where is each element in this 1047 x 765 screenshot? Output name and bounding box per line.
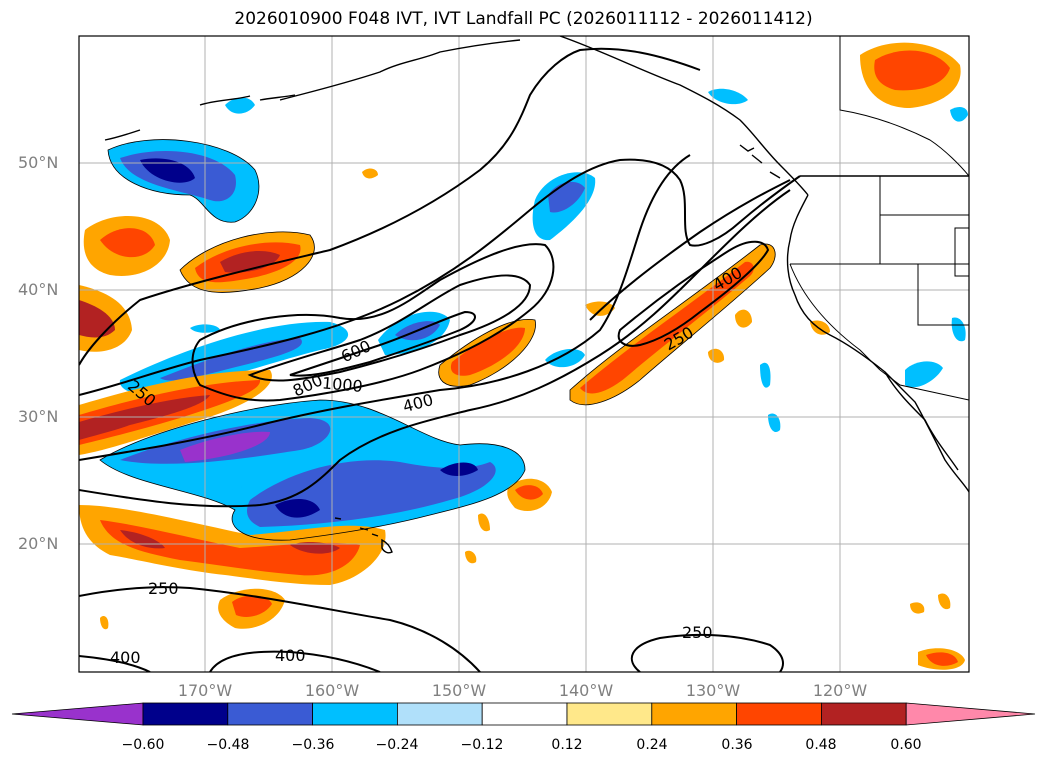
colorbar-tick: −0.12 [460, 737, 504, 753]
lon-label-120w: 120°W [812, 681, 868, 700]
alaska-coast [279, 36, 809, 196]
colorbar-seg-8 [736, 702, 822, 726]
political-borders [789, 36, 969, 401]
contour-label-250-south: 250 [148, 579, 179, 598]
ivt-250-bottom-right [630, 633, 784, 672]
pc-contour-outlines [99, 139, 776, 541]
lat-label-40n: 40°N [18, 280, 59, 299]
map-fields: 600 800 1000 400 250 400 250 250 250 400… [79, 36, 969, 672]
ivt-400-outer [79, 158, 801, 396]
colorbar-extend-low [11, 702, 144, 726]
colorbar-tick: 0.36 [721, 737, 753, 753]
colorbar-extend-high [905, 702, 1036, 726]
lon-label-130w: 130°W [685, 681, 741, 700]
colorbar-seg-6 [566, 702, 653, 726]
lon-label-170w: 170°W [177, 681, 233, 700]
colorbar-tick: 0.12 [551, 737, 583, 753]
colorbar-tick: −0.60 [121, 737, 165, 753]
colorbar-tick: −0.48 [206, 737, 250, 753]
contour-label-250-bottom-right: 250 [682, 623, 713, 642]
colorbar-seg-7 [651, 702, 737, 726]
colorbar [11, 702, 1036, 726]
ivt-600-loop [191, 243, 555, 402]
colorbar-seg-3 [312, 702, 398, 726]
ivt-400-bottom-mid [209, 650, 381, 672]
negative-anomaly-fields [100, 88, 968, 541]
colorbar-tick: 0.48 [805, 737, 837, 753]
colorbar-tick: −0.24 [375, 737, 419, 753]
ivt-400-east [617, 240, 770, 347]
lon-label-140w: 140°W [558, 681, 614, 700]
lat-label-20n: 20°N [18, 534, 59, 553]
ivt-250-bottom-left [79, 586, 481, 672]
lat-label-50n: 50°N [18, 153, 59, 172]
contour-label-1000: 1000 [321, 373, 363, 395]
baja-coast [884, 371, 959, 471]
colorbar-tick: −0.36 [291, 737, 335, 753]
colorbar-tick: 0.60 [890, 737, 922, 753]
colorbar-seg-5 [481, 702, 568, 726]
ivt-250-south [79, 154, 691, 461]
colorbar-seg-4 [396, 702, 483, 726]
map-frame [78, 35, 970, 673]
ivt-contours [79, 47, 801, 672]
ivt-800-loop [247, 274, 532, 382]
lon-label-160w: 160°W [304, 681, 360, 700]
ivt-250-main [79, 47, 701, 366]
positive-anomaly-fields [79, 42, 965, 670]
coastlines [104, 36, 969, 554]
colorbar-seg-9 [821, 702, 907, 726]
map-title: 2026010900 F048 IVT, IVT Landfall PC (20… [234, 9, 813, 29]
west-coast [786, 194, 969, 493]
contour-label-400-bottom-left: 400 [110, 648, 141, 667]
ivt-400-bottom-left [79, 655, 151, 672]
lon-label-150w: 150°W [431, 681, 487, 700]
colorbar-seg-2 [227, 702, 314, 726]
ivt-250-east [589, 179, 791, 321]
bc-islands [739, 144, 781, 179]
lat-label-30n: 30°N [18, 407, 59, 426]
colorbar-tick: 0.24 [636, 737, 668, 753]
aleutian-chain [104, 94, 296, 141]
ivt-1000-loop [289, 310, 476, 377]
contour-label-400-bottom-mid: 400 [275, 646, 306, 665]
colorbar-seg-1 [142, 702, 229, 726]
